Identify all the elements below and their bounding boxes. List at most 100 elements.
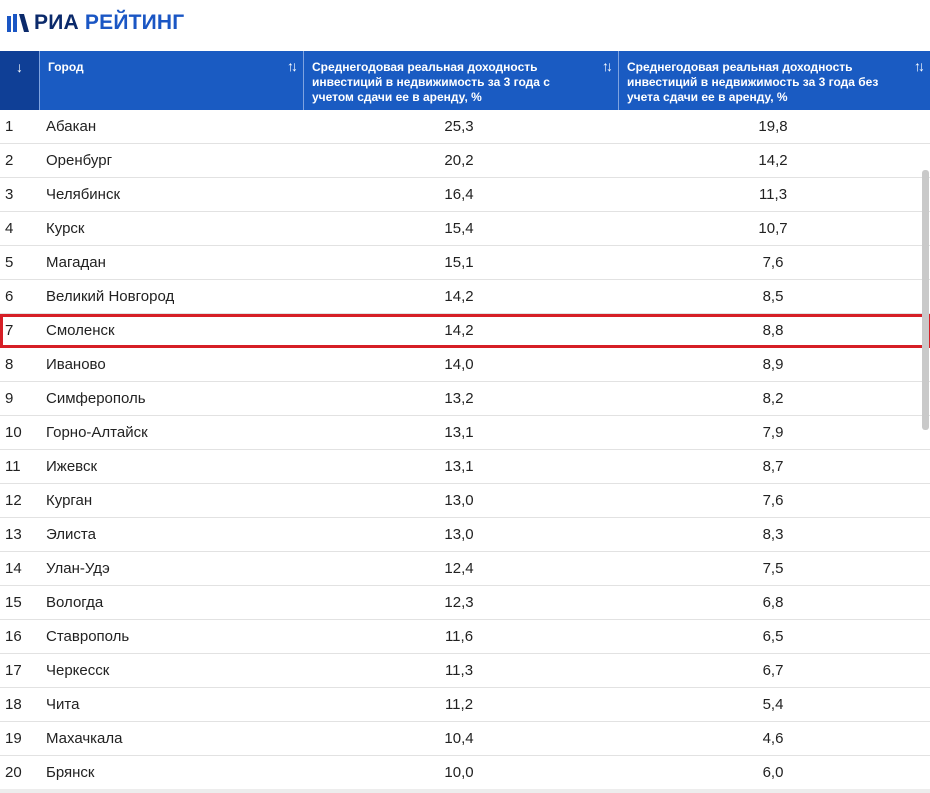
table-row[interactable]: 15 Вологда 12,3 6,8: [0, 586, 930, 620]
row-rank: 15: [5, 594, 22, 611]
row-city: Курск: [46, 220, 85, 237]
table-row[interactable]: 18 Чита 11,2 5,4: [0, 688, 930, 722]
column-header-city-label: Город: [48, 60, 84, 74]
row-rank: 10: [5, 424, 22, 441]
row-rank: 19: [5, 730, 22, 747]
row-rank: 14: [5, 560, 22, 577]
table-row[interactable]: 12 Курган 13,0 7,6: [0, 484, 930, 518]
column-header-city[interactable]: Город ↑↓: [39, 51, 303, 110]
row-without-rent: 7,6: [762, 492, 784, 509]
table-row[interactable]: 5 Магадан 15,1 7,6: [0, 246, 930, 280]
row-with-rent: 14,2: [444, 288, 474, 305]
column-header-with-rent[interactable]: Среднегодовая реальная доходность инвест…: [303, 51, 618, 110]
row-with-rent: 16,4: [444, 186, 474, 203]
column-header-with-rent-label: Среднегодовая реальная доходность инвест…: [312, 60, 550, 104]
sort-icon[interactable]: ↑↓: [602, 58, 613, 74]
table-header: ↓ Город ↑↓ Среднегодовая реальная доходн…: [0, 51, 930, 110]
scrollbar-thumb[interactable]: [922, 170, 929, 430]
table-row[interactable]: 19 Махачкала 10,4 4,6: [0, 722, 930, 756]
row-without-rent: 10,7: [758, 220, 788, 237]
row-city: Челябинск: [46, 186, 121, 203]
table-row[interactable]: 10 Горно-Алтайск 13,1 7,9: [0, 416, 930, 450]
table-row[interactable]: 20 Брянск 10,0 6,0: [0, 756, 930, 790]
table-row[interactable]: 14 Улан-Удэ 12,4 7,5: [0, 552, 930, 586]
table-row[interactable]: 2 Оренбург 20,2 14,2: [0, 144, 930, 178]
row-with-rent: 11,6: [444, 628, 474, 645]
row-city: Чита: [46, 696, 80, 713]
row-rank: 6: [5, 288, 14, 305]
row-without-rent: 7,6: [762, 254, 784, 271]
row-rank: 7: [5, 322, 14, 339]
table-row[interactable]: 16 Ставрополь 11,6 6,5: [0, 620, 930, 654]
row-rank: 1: [5, 118, 14, 135]
row-city: Иваново: [46, 356, 106, 373]
row-with-rent: 10,4: [444, 730, 474, 747]
row-with-rent: 13,1: [444, 458, 474, 475]
sort-down-icon[interactable]: ↓: [16, 59, 23, 75]
bottom-divider: [0, 789, 930, 793]
row-with-rent: 13,0: [444, 526, 474, 543]
ranking-table: ↓ Город ↑↓ Среднегодовая реальная доходн…: [0, 51, 930, 790]
row-city: Брянск: [46, 764, 95, 781]
table-row[interactable]: 4 Курск 15,4 10,7: [0, 212, 930, 246]
row-city: Абакан: [46, 118, 97, 135]
row-with-rent: 15,1: [444, 254, 474, 271]
row-without-rent: 8,5: [762, 288, 784, 305]
row-city: Элиста: [46, 526, 96, 543]
table-row[interactable]: 6 Великий Новгород 14,2 8,5: [0, 280, 930, 314]
row-with-rent: 12,4: [444, 560, 474, 577]
row-without-rent: 8,8: [762, 322, 784, 339]
row-rank: 13: [5, 526, 22, 543]
row-with-rent: 11,3: [444, 662, 474, 679]
row-city: Махачкала: [46, 730, 123, 747]
row-without-rent: 11,3: [758, 186, 788, 203]
row-rank: 4: [5, 220, 14, 237]
row-rank: 8: [5, 356, 14, 373]
table-row[interactable]: 1 Абакан 25,3 19,8: [0, 110, 930, 144]
row-city: Симферополь: [46, 390, 146, 407]
brand-logo[interactable]: РИА РЕЙТИНГ: [6, 8, 184, 38]
row-rank: 20: [5, 764, 22, 781]
brand-name-part1: РИА: [34, 11, 85, 34]
row-without-rent: 4,6: [762, 730, 784, 747]
ria-logo-icon: [7, 14, 29, 32]
row-with-rent: 14,0: [444, 356, 474, 373]
row-without-rent: 14,2: [758, 152, 788, 169]
sort-icon[interactable]: ↑↓: [287, 58, 298, 74]
row-rank: 16: [5, 628, 22, 645]
row-city: Черкесск: [46, 662, 110, 679]
table-row[interactable]: 13 Элиста 13,0 8,3: [0, 518, 930, 552]
row-without-rent: 8,2: [762, 390, 784, 407]
row-without-rent: 7,5: [762, 560, 784, 577]
row-city: Ставрополь: [46, 628, 130, 645]
row-city: Вологда: [46, 594, 104, 611]
row-without-rent: 6,8: [762, 594, 784, 611]
row-with-rent: 25,3: [444, 118, 474, 135]
table-row[interactable]: 8 Иваново 14,0 8,9: [0, 348, 930, 382]
sort-icon[interactable]: ↑↓: [914, 58, 925, 74]
row-rank: 11: [5, 458, 21, 475]
row-without-rent: 6,5: [762, 628, 784, 645]
table-row[interactable]: 3 Челябинск 16,4 11,3: [0, 178, 930, 212]
table-row[interactable]: 9 Симферополь 13,2 8,2: [0, 382, 930, 416]
table-row-highlighted[interactable]: 7 Смоленск 14,2 8,8: [0, 314, 930, 348]
row-with-rent: 20,2: [444, 152, 474, 169]
table-body: 1 Абакан 25,3 19,8 2 Оренбург 20,2 14,2 3 Челябин…: [0, 110, 930, 790]
row-without-rent: 8,9: [762, 356, 784, 373]
row-with-rent: 13,0: [444, 492, 474, 509]
row-without-rent: 5,4: [762, 696, 784, 713]
column-header-without-rent-label: Среднегодовая реальная доходность инвест…: [627, 60, 879, 104]
index-sort-header[interactable]: ↓: [0, 51, 39, 110]
row-city: Улан-Удэ: [46, 560, 110, 577]
row-city: Курган: [46, 492, 93, 509]
table-row[interactable]: 17 Черкесск 11,3 6,7: [0, 654, 930, 688]
table-row[interactable]: 11 Ижевск 13,1 8,7: [0, 450, 930, 484]
row-rank: 17: [5, 662, 22, 679]
row-with-rent: 11,2: [444, 696, 474, 713]
column-header-without-rent[interactable]: Среднегодовая реальная доходность инвест…: [618, 51, 930, 110]
row-city: Ижевск: [46, 458, 98, 475]
row-rank: 5: [5, 254, 14, 271]
row-without-rent: 8,7: [762, 458, 784, 475]
row-with-rent: 12,3: [444, 594, 474, 611]
row-city: Великий Новгород: [46, 288, 175, 305]
